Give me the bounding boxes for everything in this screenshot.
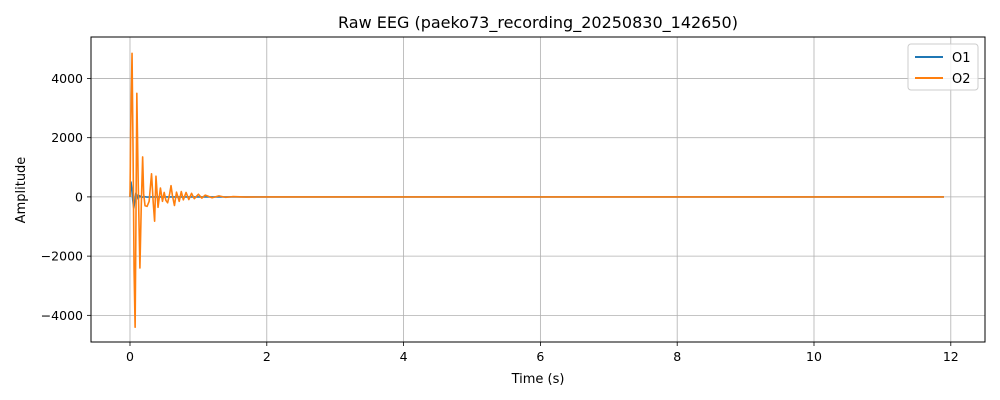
legend-label-o1: O1 — [952, 51, 971, 66]
y-tick-label: 0 — [75, 189, 83, 204]
x-tick-label: 2 — [263, 349, 271, 364]
x-tick-label: 0 — [126, 349, 134, 364]
x-axis-label: Time (s) — [511, 372, 565, 387]
x-tick-label: 10 — [806, 349, 822, 364]
y-tick-label: 2000 — [51, 130, 83, 145]
plot-frame — [90, 36, 986, 343]
x-tick-label: 6 — [536, 349, 544, 364]
legend: O1 O2 — [907, 43, 979, 91]
y-tick-label: −2000 — [41, 249, 83, 264]
x-axis: 0 2 4 6 8 10 12 — [126, 342, 959, 364]
x-tick-label: 8 — [673, 349, 681, 364]
x-tick-label: 12 — [943, 349, 959, 364]
chart-title: Raw EEG (paeko73_recording_20250830_1426… — [338, 13, 738, 33]
x-tick-label: 4 — [400, 349, 408, 364]
y-axis-label: Amplitude — [14, 157, 29, 224]
y-tick-label: 4000 — [51, 71, 83, 86]
series-line-o2 — [129, 52, 944, 328]
series-layer — [129, 52, 944, 328]
y-tick-label: −4000 — [41, 308, 83, 323]
y-axis: −4000 −2000 0 2000 4000 — [41, 71, 91, 323]
legend-label-o2: O2 — [952, 72, 971, 87]
